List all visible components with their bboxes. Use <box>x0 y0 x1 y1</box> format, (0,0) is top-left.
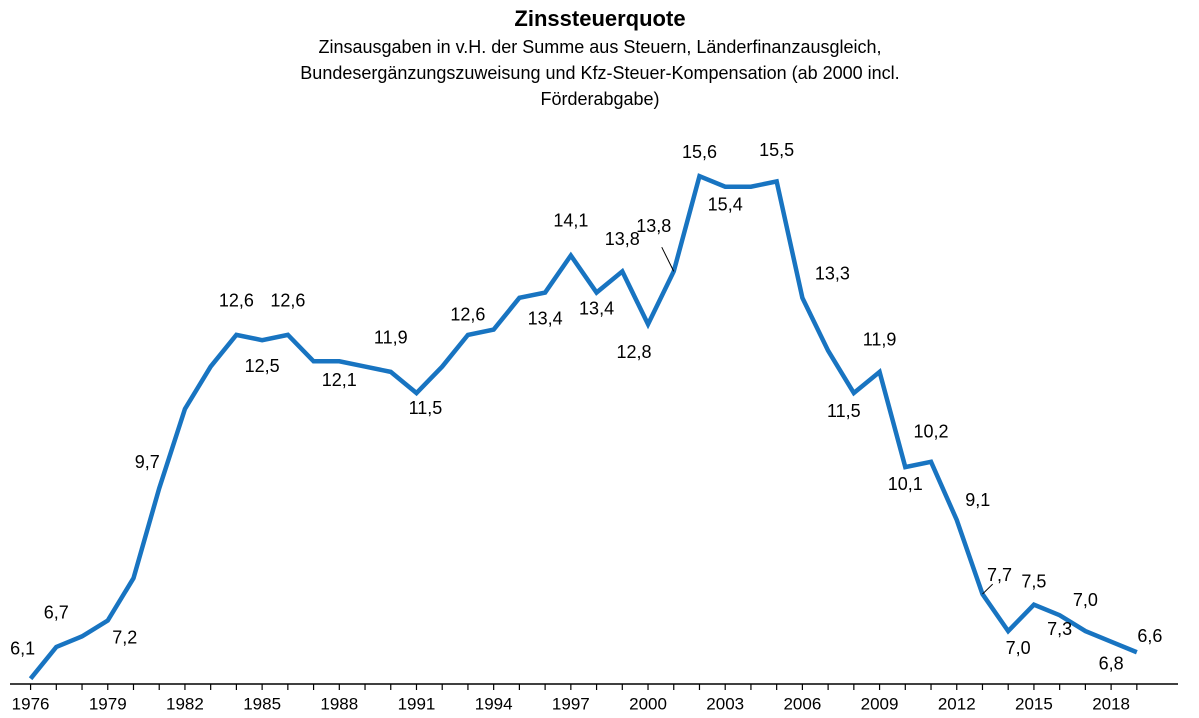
data-label: 12,6 <box>219 291 254 311</box>
chart-title: Zinssteuerquote <box>514 6 685 31</box>
x-tick-label: 1979 <box>89 694 127 713</box>
data-label: 6,7 <box>44 603 69 623</box>
line-series <box>28 173 1138 681</box>
subtitle: Bundesergänzungszuweisung und Kfz-Steuer… <box>300 63 899 83</box>
data-label: 10,1 <box>888 474 923 494</box>
data-label: 13,8 <box>636 216 671 236</box>
x-tick-label: 1991 <box>398 694 436 713</box>
leader-line <box>661 246 675 272</box>
data-label: 15,4 <box>708 194 743 214</box>
x-tick-label: 2015 <box>1015 694 1053 713</box>
data-label: 12,6 <box>270 291 305 311</box>
x-tick-label: 2012 <box>938 694 976 713</box>
x-tick-label: 2018 <box>1092 694 1130 713</box>
x-tick-label: 2003 <box>706 694 744 713</box>
data-label: 11,5 <box>827 401 861 421</box>
data-label: 15,6 <box>682 142 717 162</box>
data-label: 13,4 <box>528 308 563 328</box>
data-label: 12,6 <box>450 305 485 325</box>
data-label: 9,1 <box>965 490 990 510</box>
x-tick-label: 1994 <box>475 694 513 713</box>
data-label: 15,5 <box>759 140 794 160</box>
subtitle: Zinsausgaben in v.H. der Summe aus Steue… <box>319 37 882 57</box>
data-label: 13,3 <box>815 264 850 284</box>
data-label: 10,2 <box>913 422 948 442</box>
x-tick-label: 1997 <box>552 694 590 713</box>
data-label: 6,6 <box>1137 626 1162 646</box>
x-tick-label: 1976 <box>12 694 50 713</box>
data-label: 9,7 <box>135 452 160 472</box>
data-label: 13,4 <box>579 298 614 318</box>
x-tick-label: 1988 <box>320 694 358 713</box>
data-label: 12,8 <box>617 342 652 362</box>
x-tick-label: 2000 <box>629 694 667 713</box>
data-label: 7,7 <box>987 565 1012 585</box>
subtitle: Förderabgabe) <box>540 89 659 109</box>
x-tick-label: 2006 <box>783 694 821 713</box>
data-label: 14,1 <box>553 210 588 230</box>
data-label: 11,9 <box>863 330 897 350</box>
data-label: 13,8 <box>605 229 640 249</box>
data-label: 6,8 <box>1099 653 1124 673</box>
leader-line <box>982 583 994 595</box>
data-label: 7,0 <box>1073 590 1098 610</box>
data-label: 11,5 <box>409 398 443 418</box>
x-tick-label: 1985 <box>243 694 281 713</box>
data-label: 12,1 <box>322 370 357 390</box>
data-label: 6,1 <box>10 638 35 658</box>
data-label: 7,2 <box>112 627 137 647</box>
data-label: 7,5 <box>1021 571 1046 591</box>
x-tick-label: 2009 <box>861 694 899 713</box>
data-label: 11,9 <box>374 328 408 348</box>
x-tick-label: 1982 <box>166 694 204 713</box>
data-label: 7,0 <box>1006 638 1031 658</box>
data-label: 7,3 <box>1047 619 1072 639</box>
data-label: 12,5 <box>245 356 280 376</box>
